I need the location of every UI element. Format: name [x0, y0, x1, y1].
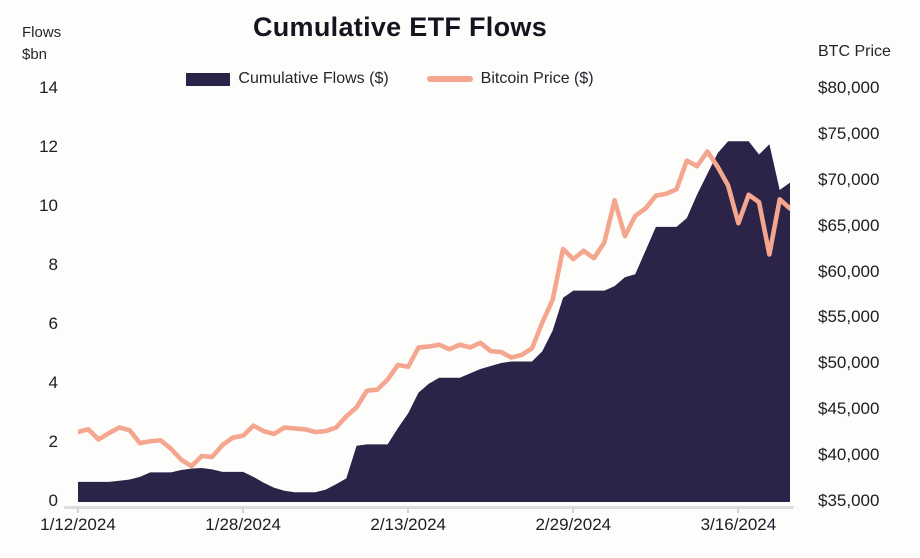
left-tick-label: 4	[48, 373, 58, 392]
left-tick-label: 14	[39, 78, 58, 97]
x-tick-label: 1/12/2024	[40, 515, 116, 534]
x-tick-label: 1/28/2024	[205, 515, 281, 534]
x-tick-label: 2/29/2024	[535, 515, 612, 534]
plot-area	[78, 141, 790, 502]
x-tick-mark	[407, 508, 410, 513]
right-tick-label: $55,000	[818, 307, 880, 327]
flows-area	[78, 141, 790, 502]
left-axis-title-line2: $bn	[22, 45, 48, 63]
x-tick-mark	[572, 508, 575, 513]
legend: Cumulative Flows ($) Bitcoin Price ($)	[0, 70, 780, 88]
right-tick-label: $65,000	[818, 215, 880, 235]
legend-item-flows: Cumulative Flows ($)	[186, 70, 389, 88]
price-line-swatch	[426, 76, 473, 82]
x-tick-mark	[242, 508, 245, 513]
right-tick-label: $40,000	[818, 445, 880, 465]
right-tick-label: $45,000	[818, 399, 880, 419]
legend-item-price: Bitcoin Price ($)	[426, 70, 594, 88]
right-tick-label: $50,000	[818, 353, 880, 373]
x-tick-label: 2/13/2024	[370, 515, 446, 534]
x-axis-line	[64, 506, 794, 509]
x-tick-mark	[737, 508, 740, 513]
price-line	[78, 149, 790, 469]
x-tick-label: 3/16/2024	[700, 515, 777, 534]
left-axis-title-line1: Flows	[22, 24, 62, 41]
right-tick-label: $70,000	[818, 169, 880, 189]
right-tick-label: $75,000	[818, 123, 880, 143]
left-tick-label: 12	[39, 137, 58, 156]
x-tick-mark	[77, 508, 79, 513]
flows-area-swatch	[186, 72, 231, 86]
left-tick-label: 8	[48, 255, 58, 274]
left-tick-label: 10	[39, 196, 58, 215]
left-tick-label: 6	[48, 314, 58, 333]
right-tick-label: $80,000	[818, 78, 880, 97]
left-tick-label: 0	[48, 491, 58, 510]
left-axis-title: Flows $bn	[22, 22, 61, 66]
legend-label-flows: Cumulative Flows ($)	[238, 70, 389, 87]
legend-label-price: Bitcoin Price ($)	[480, 70, 594, 87]
left-tick-label: 2	[48, 432, 58, 451]
right-axis-title: BTC Price	[818, 43, 891, 60]
right-tick-label: $35,000	[818, 491, 880, 510]
chart-title: Cumulative ETF Flows	[252, 12, 548, 42]
right-tick-label: $60,000	[818, 261, 880, 281]
